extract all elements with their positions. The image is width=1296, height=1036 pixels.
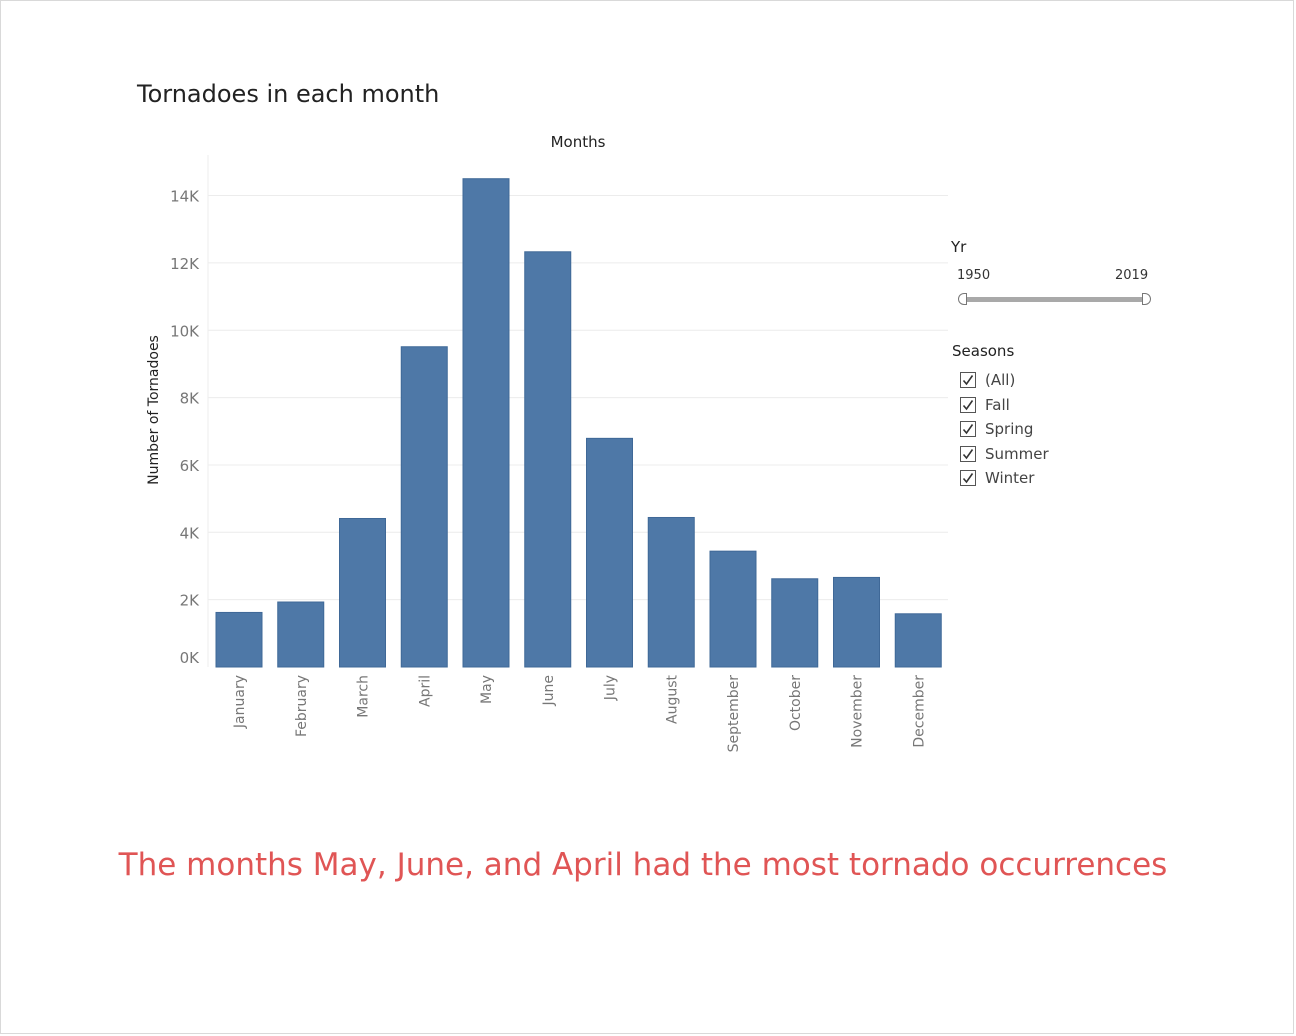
x-tick-label: August — [664, 674, 680, 724]
year-max-label: 2019 — [1115, 268, 1149, 283]
bar-may[interactable] — [462, 178, 510, 668]
x-tick-label: March — [356, 675, 372, 718]
season-option-label: (All) — [985, 371, 1016, 390]
y-tick-label: 14K — [170, 188, 200, 206]
season-option-label: Winter — [985, 469, 1035, 488]
season-option-label: Fall — [985, 395, 1010, 414]
bar-january[interactable] — [215, 611, 263, 668]
bar-february[interactable] — [277, 601, 325, 668]
bar-july[interactable] — [586, 437, 633, 668]
x-tick-label: May — [479, 675, 495, 704]
bar-august[interactable] — [647, 516, 695, 668]
checkbox-checked-icon[interactable] — [960, 372, 976, 389]
y-tick-label: 6K — [180, 457, 201, 475]
bars — [215, 178, 942, 668]
seasons-filter-title: Seasons — [952, 342, 1015, 360]
x-tick-label: January — [232, 675, 248, 729]
x-tick-label: July — [603, 675, 619, 701]
y-tick-label: 8K — [180, 390, 201, 408]
year-range-slider[interactable] — [963, 297, 1146, 302]
x-tick-label: June — [541, 675, 557, 707]
season-option-summer[interactable]: Summer — [960, 442, 1049, 467]
y-tick-label: 10K — [170, 322, 200, 340]
x-tick-label: December — [911, 675, 927, 748]
y-tick-label: 4K — [180, 524, 201, 542]
bar-september[interactable] — [709, 550, 757, 668]
y-axis-title: Number of Tornadoes — [146, 335, 162, 485]
checkbox-checked-icon[interactable] — [960, 445, 976, 462]
checkbox-checked-icon[interactable] — [960, 421, 976, 438]
year-slider-min-handle[interactable] — [958, 293, 967, 305]
y-tick-label: 2K — [180, 592, 201, 610]
x-tick-label: October — [788, 675, 804, 731]
season-option-fall[interactable]: Fall — [960, 393, 1049, 418]
bar-december[interactable] — [894, 613, 942, 668]
checkbox-checked-icon[interactable] — [960, 396, 976, 413]
y-tick-label: 0K — [180, 649, 201, 667]
checkbox-checked-icon[interactable] — [960, 470, 976, 487]
bar-november[interactable] — [833, 576, 880, 668]
season-option-winter[interactable]: Winter — [960, 466, 1049, 491]
x-tick-labels: January February March April May June July Augu… — [232, 674, 927, 752]
year-slider-max-handle[interactable] — [1142, 293, 1151, 305]
chart-title: Tornadoes in each month — [137, 80, 440, 108]
seasons-filter-list: (All) Fall Spring Summer Winter — [960, 368, 1049, 491]
y-tick-label: 12K — [170, 255, 200, 273]
year-filter-title: Yr — [951, 238, 967, 256]
season-option-label: Spring — [985, 420, 1034, 439]
bar-october[interactable] — [771, 578, 819, 668]
x-tick-label: February — [294, 675, 310, 737]
gridlines — [208, 195, 948, 601]
x-axis-title: Months — [551, 133, 606, 151]
season-option-all[interactable]: (All) — [960, 368, 1049, 393]
x-tick-label: April — [417, 675, 433, 707]
bar-march[interactable] — [339, 517, 386, 668]
year-min-label: 1950 — [957, 268, 991, 283]
insight-caption: The months May, June, and April had the … — [118, 847, 1168, 883]
season-option-label: Summer — [985, 444, 1049, 463]
x-tick-label: November — [850, 675, 866, 748]
x-tick-label: September — [726, 675, 742, 753]
bar-april[interactable] — [400, 346, 448, 668]
season-option-spring[interactable]: Spring — [960, 417, 1049, 442]
bar-chart: 0K 2K 4K 6K 8K 10K 12K 14K January February March… — [146, 133, 948, 752]
y-tick-labels: 0K 2K 4K 6K 8K 10K 12K 14K — [170, 188, 200, 667]
bar-june[interactable] — [524, 251, 572, 668]
